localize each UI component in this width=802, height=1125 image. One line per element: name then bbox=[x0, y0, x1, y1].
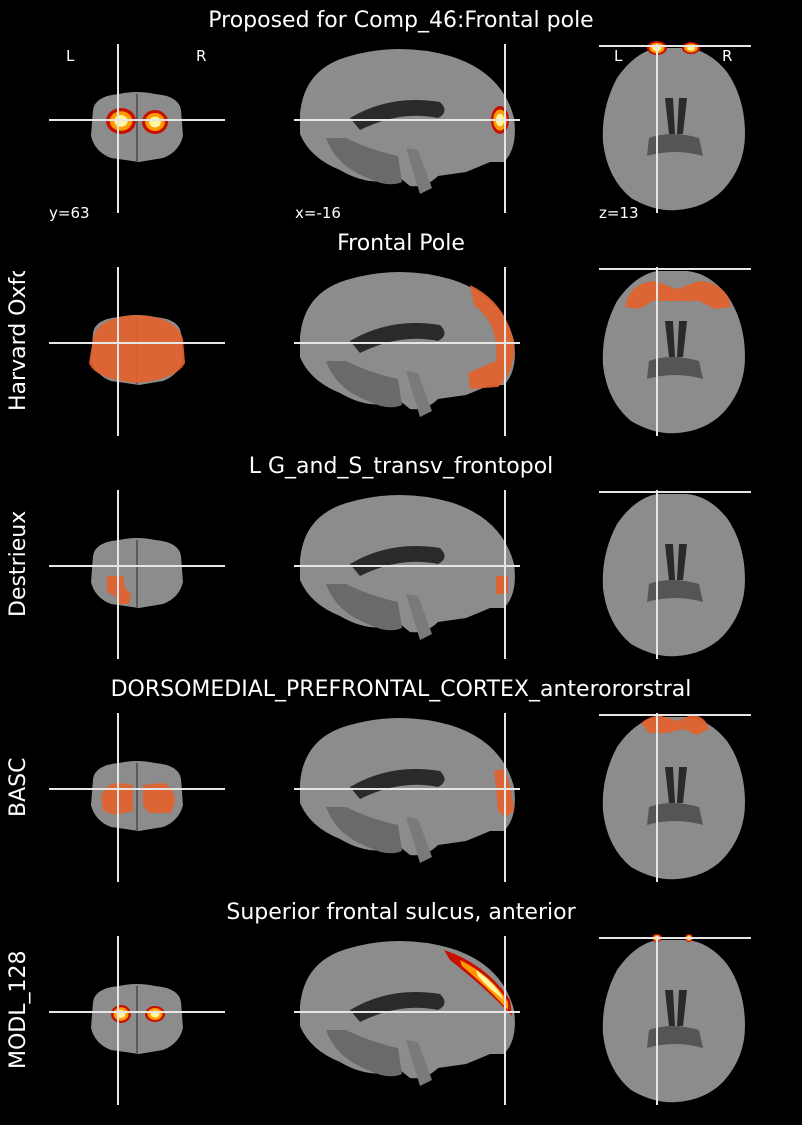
cerebellum bbox=[326, 807, 402, 854]
brainstem bbox=[406, 1040, 432, 1086]
axial-view bbox=[595, 707, 755, 882]
atlas-region-overlay bbox=[468, 285, 515, 389]
coord-x-label: x=-16 bbox=[295, 204, 341, 222]
axial-view bbox=[595, 484, 755, 659]
atlas-row: DORSOMEDIAL_PREFRONTAL_CORTEX_anterorors… bbox=[0, 669, 802, 892]
coord-y-label: y=63 bbox=[49, 204, 90, 222]
ventricles bbox=[665, 98, 687, 134]
coronal-view bbox=[45, 930, 230, 1105]
region-title: L G_and_S_transv_frontopol bbox=[248, 454, 554, 479]
axial-view bbox=[595, 930, 755, 1105]
cerebellum bbox=[326, 584, 402, 631]
atlas-region-overlay bbox=[496, 576, 508, 594]
region-title: Proposed for Comp_46:Frontal pole bbox=[208, 8, 594, 33]
activation-blob bbox=[682, 42, 700, 54]
sagittal-brain bbox=[300, 49, 515, 187]
region-title: Superior frontal sulcus, anterior bbox=[226, 900, 576, 925]
corpus-callosum bbox=[350, 323, 445, 353]
region-title: DORSOMEDIAL_PREFRONTAL_CORTEX_anterorors… bbox=[110, 677, 692, 702]
coronal-view bbox=[45, 38, 230, 213]
coronal-view bbox=[45, 261, 230, 436]
activation-blob bbox=[142, 110, 168, 134]
orientation-left-label: L bbox=[66, 47, 75, 65]
corpus-callosum bbox=[350, 546, 445, 576]
coord-z-label: z=13 bbox=[599, 204, 639, 222]
atlas-region-overlay bbox=[625, 281, 731, 309]
atlas-row: Superior frontal sulcus, anterior MODL_12… bbox=[0, 892, 802, 1115]
cerebellum bbox=[326, 1030, 402, 1077]
orientation-right-label: R bbox=[196, 47, 207, 65]
axial-view bbox=[595, 38, 755, 213]
corpus-callosum bbox=[350, 769, 445, 799]
cerebellum bbox=[326, 361, 402, 408]
brainstem bbox=[406, 371, 432, 417]
cerebellum bbox=[326, 138, 402, 185]
atlas-name-label: MODL_128 bbox=[6, 950, 31, 1070]
activation-blob bbox=[111, 1005, 131, 1023]
brainstem bbox=[406, 594, 432, 640]
corpus-callosum bbox=[350, 992, 445, 1022]
atlas-row: Frontal Pole Harvard Oxford bbox=[0, 223, 802, 446]
atlas-region-overlay bbox=[143, 783, 175, 813]
ventricles bbox=[665, 321, 687, 357]
ventricles bbox=[665, 544, 687, 580]
ventricles bbox=[665, 990, 687, 1026]
corpus-callosum bbox=[350, 100, 445, 130]
atlas-region-overlay bbox=[89, 315, 185, 383]
coronal-view bbox=[45, 707, 230, 882]
sagittal-view bbox=[290, 484, 525, 659]
activation-blob bbox=[444, 950, 512, 1016]
region-title: Frontal Pole bbox=[337, 231, 465, 256]
ventricles bbox=[647, 580, 703, 602]
axial-view bbox=[595, 261, 755, 436]
atlas-row: L G_and_S_transv_frontopol Destrieux bbox=[0, 446, 802, 669]
sagittal-view bbox=[290, 707, 525, 882]
ventricles bbox=[647, 1026, 703, 1048]
sagittal-view bbox=[290, 38, 525, 213]
brainstem bbox=[406, 817, 432, 863]
atlas-name-label: BASC bbox=[6, 757, 31, 817]
ventricles bbox=[647, 357, 703, 379]
coronal-view bbox=[45, 484, 230, 659]
ventricles bbox=[647, 134, 703, 156]
activation-blob bbox=[145, 1006, 165, 1022]
brainstem bbox=[406, 148, 432, 194]
sagittal-view bbox=[290, 261, 525, 436]
orientation-left-label: L bbox=[614, 47, 623, 65]
sagittal-brain bbox=[300, 941, 515, 1079]
ventricles bbox=[665, 767, 687, 803]
atlas-name-label: Harvard Oxford bbox=[6, 271, 31, 411]
atlas-name-label: Destrieux bbox=[6, 510, 31, 618]
sagittal-brain bbox=[300, 718, 515, 856]
sagittal-view bbox=[290, 930, 525, 1105]
sagittal-brain bbox=[300, 495, 515, 633]
orientation-right-label: R bbox=[722, 47, 733, 65]
ventricles bbox=[647, 803, 703, 825]
